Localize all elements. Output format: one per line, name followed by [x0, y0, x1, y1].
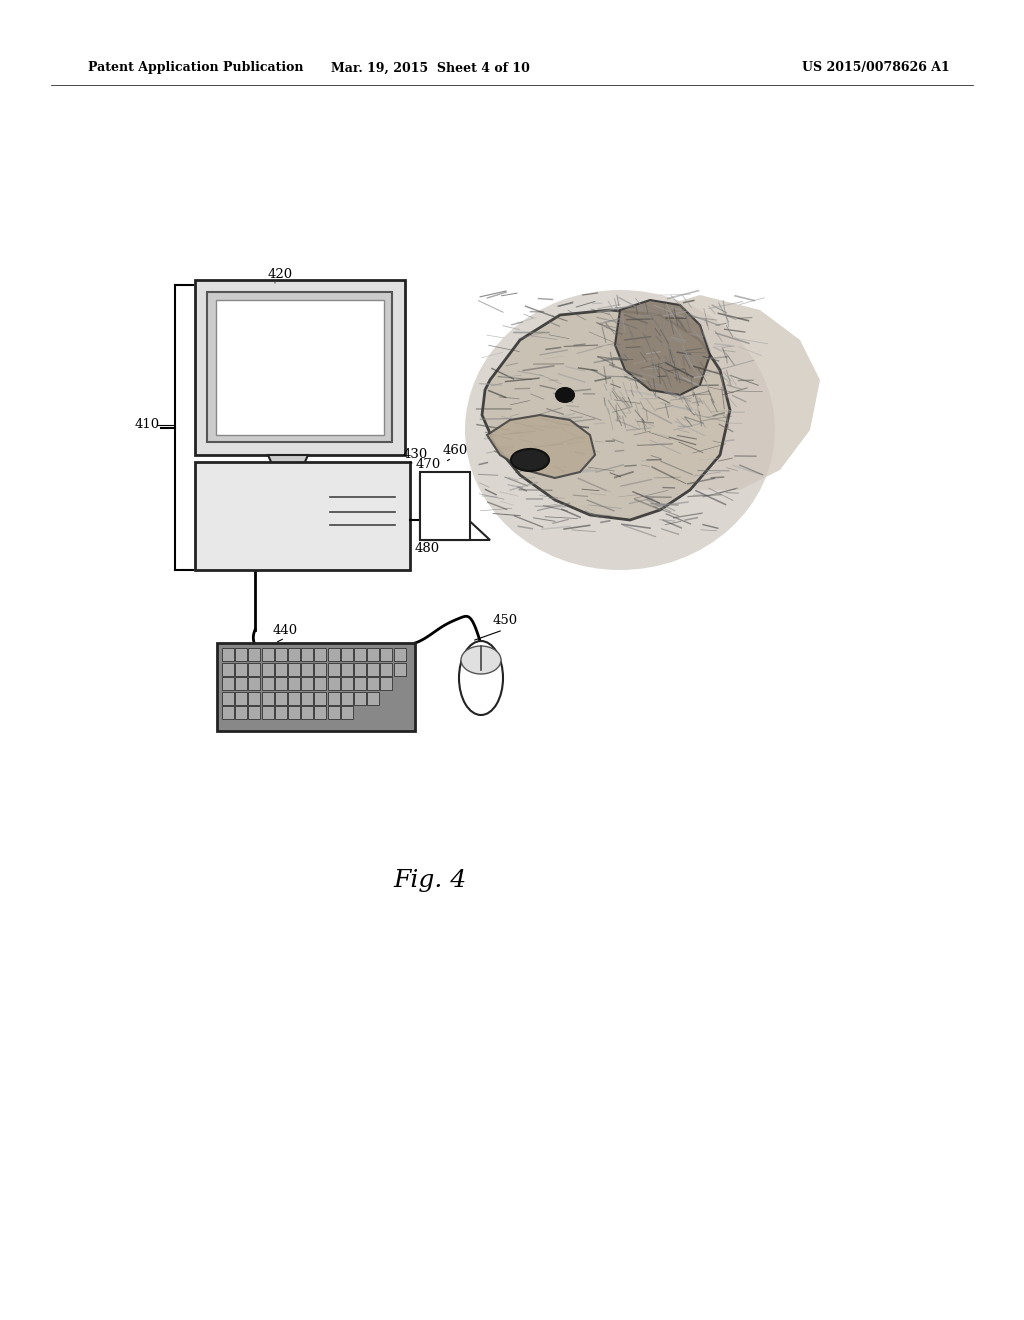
Bar	[341, 663, 353, 676]
Bar	[301, 692, 313, 705]
Bar	[328, 648, 340, 661]
Bar	[301, 663, 313, 676]
Ellipse shape	[459, 642, 503, 715]
Bar	[288, 692, 300, 705]
Bar	[314, 648, 327, 661]
Bar	[222, 648, 234, 661]
Bar	[328, 677, 340, 690]
Bar	[288, 663, 300, 676]
Bar	[217, 643, 415, 731]
Bar	[368, 663, 379, 676]
Bar	[341, 692, 353, 705]
Ellipse shape	[465, 290, 775, 570]
Bar	[195, 280, 406, 455]
Polygon shape	[615, 300, 710, 395]
Text: 420: 420	[267, 268, 293, 281]
Bar	[261, 692, 273, 705]
Text: 410: 410	[134, 418, 160, 432]
Bar	[354, 692, 366, 705]
Bar	[328, 706, 340, 719]
Bar	[380, 677, 392, 690]
Text: US 2015/0078626 A1: US 2015/0078626 A1	[802, 62, 950, 74]
Bar	[249, 648, 260, 661]
Bar	[288, 677, 300, 690]
Ellipse shape	[511, 449, 549, 471]
Text: 470: 470	[416, 458, 440, 471]
Bar	[288, 706, 300, 719]
Bar	[236, 706, 247, 719]
Bar	[222, 692, 234, 705]
Bar	[261, 706, 273, 719]
Bar	[314, 663, 327, 676]
Bar	[380, 663, 392, 676]
Bar	[393, 663, 406, 676]
Text: Mar. 19, 2015  Sheet 4 of 10: Mar. 19, 2015 Sheet 4 of 10	[331, 62, 529, 74]
Bar	[261, 663, 273, 676]
Bar	[222, 677, 234, 690]
Bar	[420, 473, 470, 540]
Bar	[274, 648, 287, 661]
Bar	[341, 706, 353, 719]
Bar	[236, 663, 247, 676]
Bar	[301, 677, 313, 690]
Bar	[314, 706, 327, 719]
Bar	[274, 692, 287, 705]
Bar	[249, 663, 260, 676]
Bar	[274, 677, 287, 690]
Bar	[354, 663, 366, 676]
Bar	[288, 648, 300, 661]
Bar	[341, 677, 353, 690]
Bar	[249, 692, 260, 705]
Bar	[222, 663, 234, 676]
Text: 450: 450	[493, 614, 517, 627]
Bar	[341, 648, 353, 661]
Ellipse shape	[461, 645, 501, 675]
Text: 440: 440	[272, 623, 298, 636]
Bar	[314, 677, 327, 690]
Bar	[274, 706, 287, 719]
Bar	[249, 677, 260, 690]
Text: Patent Application Publication: Patent Application Publication	[88, 62, 303, 74]
Polygon shape	[268, 455, 308, 478]
Bar	[393, 648, 406, 661]
Polygon shape	[482, 310, 730, 520]
Bar	[248, 478, 358, 490]
Bar	[274, 663, 287, 676]
Bar	[249, 706, 260, 719]
Bar	[328, 692, 340, 705]
Text: 430: 430	[402, 449, 428, 462]
Bar	[216, 300, 384, 436]
Bar	[301, 706, 313, 719]
Bar	[261, 648, 273, 661]
Bar	[195, 462, 410, 570]
Bar	[380, 648, 392, 661]
Polygon shape	[420, 475, 490, 540]
Bar	[236, 692, 247, 705]
Ellipse shape	[556, 388, 574, 403]
Text: Fig. 4: Fig. 4	[393, 869, 467, 891]
Polygon shape	[487, 414, 595, 478]
Bar	[354, 648, 366, 661]
Bar	[354, 677, 366, 690]
Bar	[236, 648, 247, 661]
Bar	[314, 692, 327, 705]
Bar	[368, 692, 379, 705]
Bar	[261, 677, 273, 690]
Text: 460: 460	[442, 444, 468, 457]
Bar	[328, 663, 340, 676]
Bar	[368, 677, 379, 690]
Bar	[236, 677, 247, 690]
Text: 480: 480	[415, 541, 439, 554]
Bar	[207, 292, 392, 442]
Bar	[368, 648, 379, 661]
Bar	[222, 706, 234, 719]
Bar	[301, 648, 313, 661]
Polygon shape	[640, 294, 820, 490]
